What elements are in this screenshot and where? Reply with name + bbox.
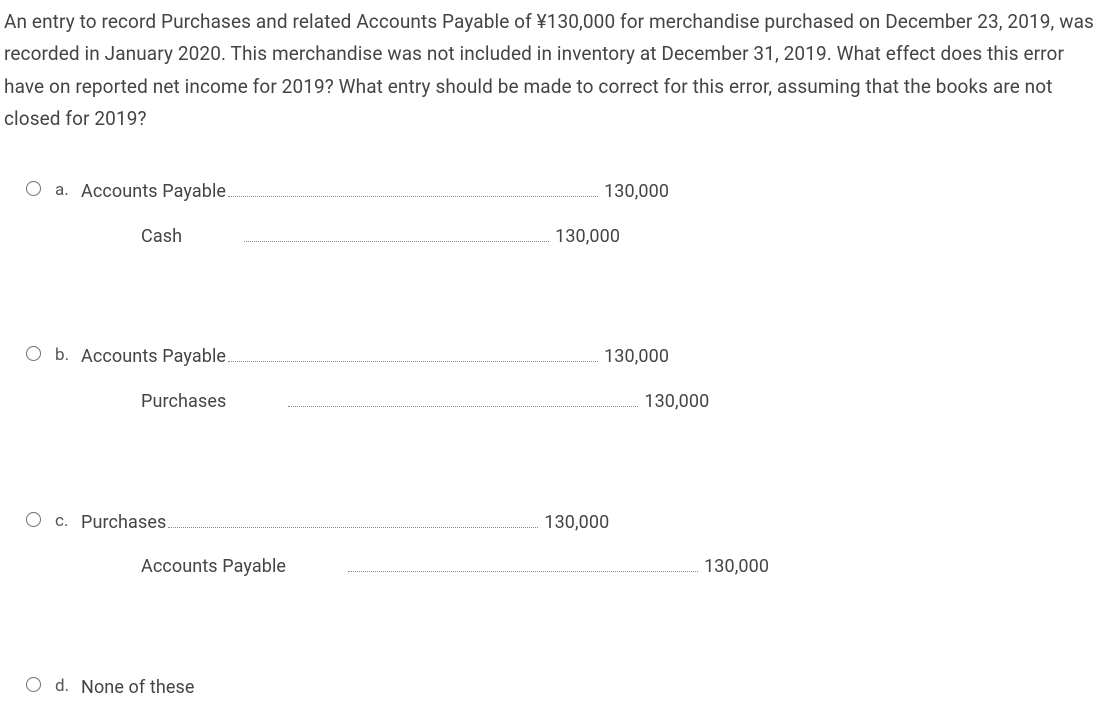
debit-account: Purchases [81,508,166,539]
credit-account: Accounts Payable [141,552,286,583]
credit-amount: 130,000 [555,222,620,253]
debit-amount: 130,000 [544,508,609,539]
dot-leader [288,390,638,407]
dot-leader [168,510,538,527]
credit-amount: 130,000 [704,552,769,583]
debit-line: Accounts Payable 130,000 [81,177,1107,208]
option-b[interactable]: b. Accounts Payable 130,000 Purchases 13… [26,340,1107,431]
credit-line: Cash 130,000 [81,222,1107,253]
option-d[interactable]: d. None of these [26,671,1107,704]
debit-account: Accounts Payable [81,177,226,208]
debit-amount: 130,000 [604,177,669,208]
dot-leader [244,225,549,242]
option-a[interactable]: a. Accounts Payable 130,000 Cash 130,000 [26,175,1107,266]
debit-account: Accounts Payable [81,342,226,373]
credit-line: Purchases 130,000 [81,387,1107,418]
option-letter: c. [55,506,81,536]
radio-icon[interactable] [26,677,41,692]
radio-icon[interactable] [26,181,41,196]
options-group: a. Accounts Payable 130,000 Cash 130,000… [4,175,1107,703]
option-letter: a. [55,175,81,205]
option-d-text: None of these [81,671,1107,704]
credit-amount: 130,000 [644,387,709,418]
credit-account: Cash [141,222,182,253]
question-stem: An entry to record Purchases and related… [4,6,1107,135]
option-a-body: Accounts Payable 130,000 Cash 130,000 [81,175,1107,266]
dot-leader [348,555,698,572]
debit-line: Purchases 130,000 [81,508,1107,539]
dot-leader [228,345,598,362]
debit-amount: 130,000 [604,342,669,373]
radio-icon[interactable] [26,512,41,527]
option-c[interactable]: c. Purchases 130,000 Accounts Payable 13… [26,506,1107,597]
credit-line: Accounts Payable 130,000 [81,552,1107,583]
option-c-body: Purchases 130,000 Accounts Payable 130,0… [81,506,1107,597]
dot-leader [228,180,598,197]
option-letter: d. [55,671,81,701]
option-b-body: Accounts Payable 130,000 Purchases 130,0… [81,340,1107,431]
question-page: An entry to record Purchases and related… [0,0,1111,713]
radio-icon[interactable] [26,346,41,361]
credit-account: Purchases [141,387,226,418]
option-letter: b. [55,340,81,370]
debit-line: Accounts Payable 130,000 [81,342,1107,373]
